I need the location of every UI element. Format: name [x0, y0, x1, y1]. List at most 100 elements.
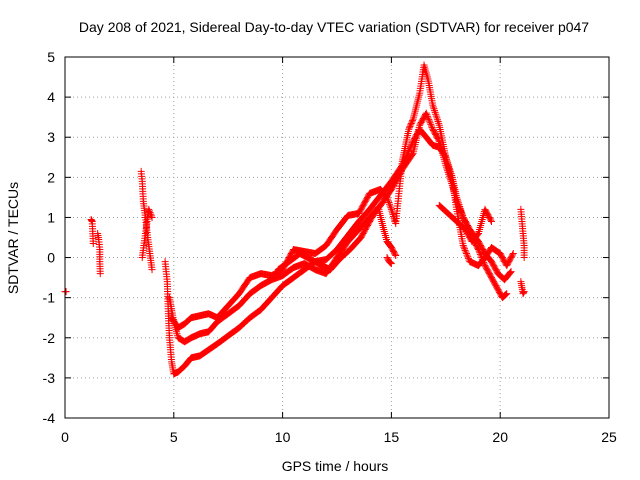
data-point: [509, 251, 517, 259]
data-point: [88, 216, 96, 224]
y-tick-labels: -4 -3 -2 -1 0 1 2 3 4 5: [43, 49, 56, 426]
data-point: [506, 269, 514, 277]
data-point: [408, 150, 416, 158]
data-point: [147, 210, 155, 218]
data-point: [409, 117, 417, 125]
x-tick-label: 15: [384, 429, 400, 445]
data-point: [487, 216, 495, 224]
data-point: [148, 266, 156, 274]
data-point: [473, 231, 481, 239]
x-tick-label: 5: [170, 429, 178, 445]
data-point: [391, 250, 399, 258]
data-point: [433, 116, 441, 124]
data-point: [457, 207, 465, 215]
data-point: [431, 107, 439, 115]
data-point: [435, 119, 443, 127]
x-axis-title: GPS time / hours: [282, 458, 389, 474]
data-point: [384, 195, 392, 203]
data-point: [426, 119, 434, 127]
data-point: [520, 254, 528, 262]
data-point: [145, 207, 153, 215]
x-tick-label: 20: [492, 429, 508, 445]
data-point: [96, 270, 104, 278]
data-point: [463, 251, 471, 259]
data-point: [89, 240, 97, 248]
y-tick-label: 4: [47, 89, 55, 105]
data-point: [385, 199, 393, 207]
data-point: [145, 205, 153, 213]
data-point: [506, 268, 514, 276]
data-point: [462, 250, 470, 258]
data-point: [474, 230, 482, 238]
data-point: [431, 108, 439, 116]
y-tick-label: 0: [47, 250, 55, 266]
data-point: [387, 260, 395, 268]
data-point: [407, 119, 415, 127]
data-point: [424, 112, 432, 120]
data-point: [405, 124, 413, 132]
chart-title: Day 208 of 2021, Sidereal Day-to-day VTE…: [79, 19, 589, 35]
data-point: [429, 101, 437, 109]
data-point: [507, 268, 515, 276]
data-point: [425, 116, 433, 124]
data-point: [428, 124, 436, 132]
data-point: [387, 205, 395, 213]
data-point: [422, 109, 430, 117]
x-tick-label: 10: [275, 429, 291, 445]
data-point: [383, 193, 391, 201]
data-point: [427, 122, 435, 130]
data-point: [387, 204, 395, 212]
y-tick-label: -4: [43, 410, 56, 426]
data-point: [391, 218, 399, 226]
y-axis-title: SDTVAR / TECUs: [5, 182, 21, 294]
data-point: [503, 290, 511, 298]
y-tick-label: 2: [47, 169, 55, 185]
data-point: [147, 212, 155, 220]
data-point: [520, 288, 528, 296]
data-point: [432, 112, 440, 120]
data-point: [509, 250, 517, 258]
data-point: [384, 197, 392, 205]
data-point: [433, 114, 441, 122]
data-point: [430, 105, 438, 113]
x-tick-label: 0: [61, 429, 69, 445]
data-point: [520, 289, 528, 297]
data-point: [374, 205, 382, 213]
data-point: [407, 121, 415, 129]
data-point: [423, 111, 431, 119]
data-point: [501, 291, 509, 299]
data-point: [502, 290, 510, 298]
data-point: [408, 118, 416, 126]
data-point: [389, 211, 397, 219]
data-point: [388, 209, 396, 217]
data-point: [407, 142, 415, 150]
y-tick-label: -1: [43, 290, 56, 306]
y-tick-label: -3: [43, 370, 56, 386]
y-tick-label: -2: [43, 330, 56, 346]
y-tick-label: 1: [47, 209, 55, 225]
y-tick-label: 5: [47, 49, 55, 65]
data-point: [434, 118, 442, 126]
data-point: [62, 288, 70, 296]
data-point: [464, 253, 472, 261]
data-point: [392, 252, 400, 260]
plot-frame: [64, 56, 610, 419]
data-point: [459, 242, 467, 250]
data-point: [387, 259, 395, 267]
data-point: [462, 248, 470, 256]
data-point: [382, 192, 390, 200]
data-point: [429, 103, 437, 111]
data-point: [404, 148, 412, 156]
data-point: [405, 125, 413, 133]
y-tick-label: 3: [47, 129, 55, 145]
data-point: [424, 114, 432, 122]
data-point: [406, 122, 414, 130]
data-point: [148, 213, 156, 221]
data-point: [460, 243, 468, 251]
data-point: [487, 217, 495, 225]
data-point: [391, 216, 399, 224]
data-points: [61, 61, 528, 378]
data-point: [432, 110, 440, 118]
data-point: [386, 202, 394, 210]
